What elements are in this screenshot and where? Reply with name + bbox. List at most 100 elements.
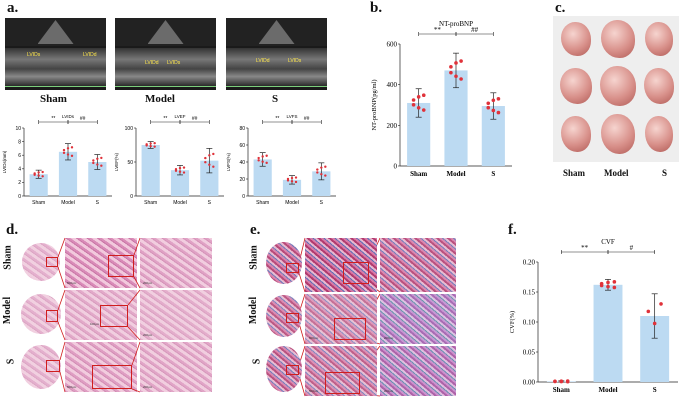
bar: [312, 171, 331, 196]
panel-label-c: c.: [555, 0, 566, 16]
he-whole-heart: [22, 243, 60, 281]
data-point: [92, 159, 95, 162]
y-tick-label: 0.05: [523, 348, 536, 356]
data-point: [496, 97, 501, 101]
data-point: [290, 176, 294, 180]
data-point: [149, 142, 152, 145]
significance-label: **: [581, 244, 589, 252]
heart-photo-grid: [553, 16, 679, 162]
data-point: [70, 146, 74, 149]
y-tick-label: 600: [387, 40, 398, 48]
scalebar: 200μm: [143, 281, 153, 285]
data-point: [324, 174, 327, 177]
data-point: [149, 144, 152, 148]
heart-photo: [561, 116, 591, 152]
data-point: [606, 284, 610, 289]
y-tick-label: 50: [127, 160, 133, 166]
data-point: [411, 98, 416, 102]
x-tick-label: S: [320, 200, 324, 206]
mt-high: [380, 294, 456, 344]
x-tick-label: S: [208, 200, 212, 206]
zoom-box: [286, 263, 299, 273]
y-tick-label: 0.15: [523, 288, 536, 296]
data-point: [182, 166, 186, 169]
significance-label: ##: [304, 116, 310, 122]
data-point: [204, 156, 207, 160]
y-axis-label: LVFS(%): [226, 153, 231, 171]
y-tick-label: 10: [15, 126, 21, 132]
data-point: [565, 379, 570, 384]
y-tick-label: 200: [387, 122, 398, 130]
y-tick-label: 100: [125, 126, 134, 132]
zoom-box: [343, 262, 369, 284]
data-point: [41, 170, 44, 174]
x-tick-label: Model: [173, 200, 187, 206]
heart-photo: [560, 68, 592, 104]
x-tick-label: S: [653, 386, 657, 394]
chart-title: CVF: [601, 238, 615, 246]
data-point: [454, 74, 458, 79]
scalebar: 500μm: [309, 389, 319, 393]
heart-photo: [600, 66, 636, 106]
heart-photo: [601, 20, 635, 58]
row-label-sham: Sham: [248, 245, 260, 270]
data-point: [324, 165, 327, 168]
echo-marker: LVIDd: [256, 58, 270, 64]
data-point: [553, 379, 557, 384]
data-point: [178, 166, 182, 170]
data-point: [599, 283, 604, 288]
bar: [481, 106, 505, 166]
group-label-sham: Sham: [40, 93, 67, 105]
data-point: [316, 171, 319, 174]
scalebar: 100μm: [90, 322, 100, 326]
zoom-box: [46, 257, 58, 267]
data-point: [182, 171, 186, 174]
row-label-model: Model: [248, 296, 260, 325]
data-point: [208, 163, 211, 166]
data-point: [416, 105, 421, 110]
data-point: [62, 151, 66, 155]
data-point: [491, 98, 496, 103]
y-tick-label: 8: [18, 139, 21, 145]
row-label-s: S: [251, 358, 263, 365]
y-tick-label: 0: [242, 194, 245, 200]
bar: [88, 162, 107, 196]
he-medium: [65, 342, 137, 392]
x-tick-label: Model: [61, 200, 75, 206]
he-high: [140, 238, 212, 288]
chart-title: NT-proBNP: [439, 20, 473, 28]
data-point: [66, 153, 70, 156]
he-medium: [65, 238, 137, 288]
y-tick-label: 0.20: [523, 258, 536, 266]
scalebar: 200μm: [384, 389, 394, 393]
scalebar: 200μm: [384, 336, 394, 340]
heart-label-s: S: [662, 168, 668, 178]
scalebar: 500μm: [309, 336, 319, 340]
y-tick-label: 40: [239, 160, 245, 166]
bar: [444, 70, 468, 166]
data-point: [66, 147, 70, 150]
heart-photo: [645, 22, 673, 56]
data-point: [421, 108, 426, 112]
he-whole-heart: [21, 345, 61, 389]
heart-label-model: Model: [604, 168, 629, 178]
bar: [282, 179, 302, 196]
data-point: [421, 93, 426, 98]
data-point: [612, 280, 617, 284]
mt-whole-heart: [266, 295, 302, 337]
chart-ntprobnp: NT-proBNP NT-proBNP(pg/ml) 0 200 400 600 Sham M…: [371, 20, 512, 178]
data-point: [646, 309, 651, 314]
data-point: [100, 156, 103, 160]
y-tick-label: 0: [394, 162, 398, 170]
significance-label: #: [630, 244, 634, 252]
chart-title: LVFS: [287, 114, 298, 119]
bar: [141, 145, 160, 196]
data-point: [178, 170, 182, 173]
zoom-box: [286, 365, 299, 375]
data-point: [174, 169, 178, 172]
data-point: [70, 154, 74, 158]
data-point: [411, 102, 416, 107]
echo-image-sham: LVIDs LVIDd: [5, 18, 106, 90]
scalebar: 200μm: [143, 333, 153, 337]
bar: [593, 284, 623, 382]
